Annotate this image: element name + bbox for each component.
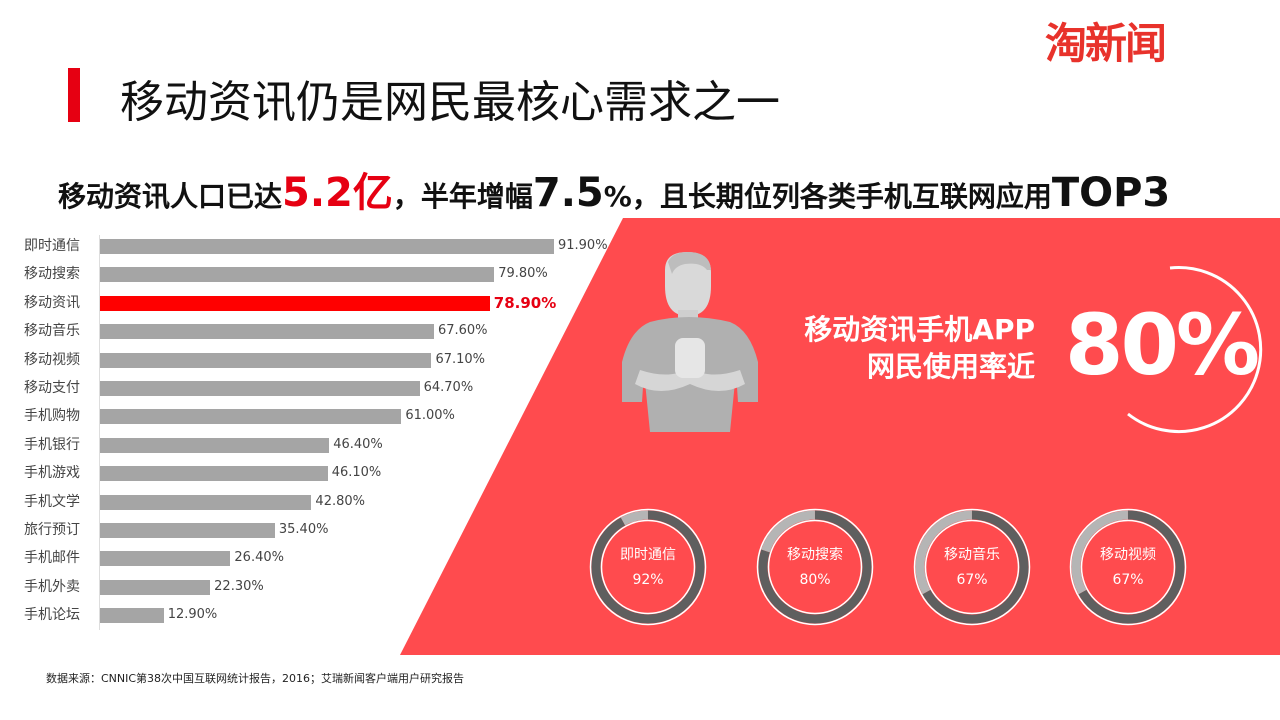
donut-value: 80% xyxy=(799,572,831,588)
bar-value-label: 26.40% xyxy=(234,550,284,566)
donut-outline xyxy=(924,519,1020,615)
headline-value: 80% xyxy=(1065,296,1260,394)
bar-value-label: 46.10% xyxy=(331,465,382,481)
donut-filled-arc xyxy=(922,510,1029,624)
donut-outline xyxy=(589,508,707,626)
bar-value-label: 12.90% xyxy=(167,607,218,623)
bar-category-label: 手机购物 xyxy=(24,408,80,425)
bar-value-label: 79.80% xyxy=(498,266,548,282)
bar-category-label: 旅行预订 xyxy=(24,522,80,538)
donut-charts xyxy=(589,508,1187,626)
subtitle: 移动资讯人口已达5.2亿，半年增幅7.5%，且长期位列各类手机互联网应用TOP3 xyxy=(58,170,1171,216)
bar xyxy=(100,295,490,311)
logo: 淘新闻 xyxy=(1045,19,1167,68)
bar-category-label: 手机外卖 xyxy=(24,578,80,595)
bar xyxy=(100,437,330,453)
donut-rest-arc xyxy=(1071,510,1129,595)
bar-value-label: 78.90% xyxy=(493,293,557,312)
donut-outline xyxy=(913,508,1031,626)
bar-category-label: 手机银行 xyxy=(24,436,80,453)
bar-category-label: 移动视频 xyxy=(24,351,80,368)
donut-rest-arc xyxy=(915,510,973,595)
donut-value: 92% xyxy=(632,572,664,588)
donut-value: 67% xyxy=(956,572,988,588)
bar-chart-axis xyxy=(99,235,100,630)
donut-filled-arc xyxy=(1078,510,1185,624)
bar-value-label: 42.80% xyxy=(315,493,365,509)
donut-outline xyxy=(756,508,874,626)
donut-filled-arc xyxy=(758,510,872,624)
bar xyxy=(100,352,432,368)
bar-category-label: 手机论坛 xyxy=(24,607,80,624)
donut-name: 移动音乐 xyxy=(944,547,1000,563)
bar xyxy=(100,608,164,624)
bar xyxy=(100,409,402,425)
bar xyxy=(100,494,312,510)
bar-category-label: 手机邮件 xyxy=(24,550,80,567)
donut-filled-arc xyxy=(591,510,705,624)
donut-rest-arc xyxy=(620,510,649,526)
bar-value-label: 64.70% xyxy=(423,380,474,395)
bar xyxy=(100,381,420,396)
donut-outline xyxy=(1069,508,1187,626)
bar-value-label: 35.40% xyxy=(278,522,329,537)
page-title: 移动资讯仍是网民最核心需求之一 xyxy=(120,77,780,128)
bar xyxy=(100,551,231,567)
bar-category-label: 移动搜索 xyxy=(24,266,80,283)
bar-value-label: 46.40% xyxy=(333,436,383,452)
title-accent-bar xyxy=(68,68,80,122)
donut-rest-arc xyxy=(761,510,816,553)
source-footer: 数据来源：CNNIC第38次中国互联网统计报告，2016；艾瑞新闻客户端用户研究… xyxy=(46,672,465,685)
donut-outline xyxy=(600,519,696,615)
bar-category-label: 即时通信 xyxy=(24,238,80,254)
bar-category-label: 手机文学 xyxy=(24,493,80,510)
headline-arc xyxy=(1127,266,1263,434)
bar-category-label: 移动资讯 xyxy=(24,294,80,311)
bar xyxy=(100,579,211,595)
donut-name: 移动搜索 xyxy=(787,547,843,563)
bar xyxy=(100,523,275,538)
bar xyxy=(100,466,328,482)
bar-category-label: 移动音乐 xyxy=(24,323,80,340)
donut-name: 即时通信 xyxy=(620,547,676,563)
donut-outline xyxy=(767,519,863,615)
bar-value-label: 22.30% xyxy=(214,578,264,594)
headline-line2: 网民使用率近 xyxy=(866,350,1035,383)
bar-value-label: 61.00% xyxy=(405,408,455,424)
bar xyxy=(100,239,554,254)
donut-outline xyxy=(1080,519,1176,615)
red-panel xyxy=(400,218,1280,655)
bar-value-label: 67.10% xyxy=(435,351,486,367)
bar-value-label: 91.90% xyxy=(557,238,608,253)
donut-value: 67% xyxy=(1112,572,1144,588)
bar xyxy=(100,267,495,283)
bar-category-label: 手机游戏 xyxy=(24,465,80,482)
bar-category-label: 移动支付 xyxy=(24,380,80,396)
donut-name: 移动视频 xyxy=(1100,547,1156,563)
bar-value-label: 67.60% xyxy=(437,323,488,339)
bar xyxy=(100,324,434,340)
person-illustration xyxy=(622,252,758,432)
headline-line1: 移动资讯手机APP xyxy=(804,313,1035,346)
